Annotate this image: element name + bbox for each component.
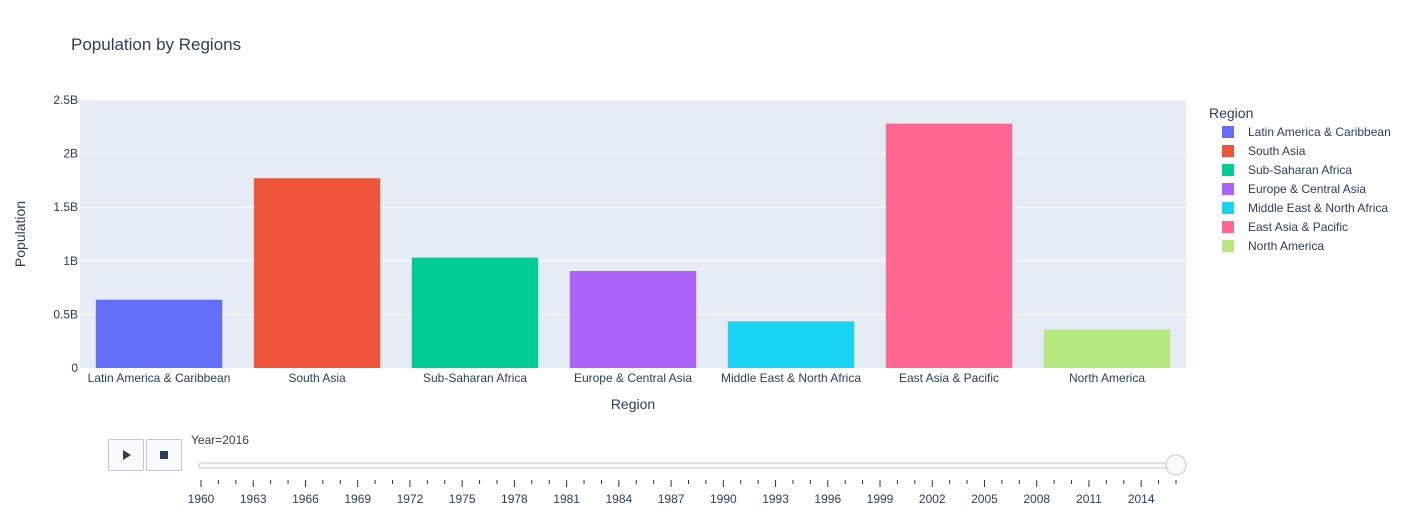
x-tick-label: Middle East & North Africa (721, 371, 861, 385)
slider-rail[interactable] (198, 462, 1179, 469)
slider-current-value: Year=2016 (191, 433, 249, 447)
legend-swatch (1222, 221, 1234, 233)
y-tick-label: 2.5B (53, 93, 78, 107)
x-tick-label: South Asia (288, 371, 346, 385)
slider-tick-label: 2011 (1076, 492, 1102, 506)
y-axis-ticks: 0 0.5B 1B 1.5B 2B 2.5B (53, 93, 78, 375)
chart-title: Population by Regions (71, 35, 241, 54)
slider-tick-label: 2005 (971, 492, 998, 506)
legend-item[interactable]: North America (1222, 239, 1324, 253)
slider-tick-label: 1990 (710, 492, 737, 506)
legend-item[interactable]: Middle East & North Africa (1222, 201, 1388, 215)
bar[interactable] (727, 321, 855, 368)
legend-swatch (1222, 202, 1234, 214)
slider-tick-label: 1987 (658, 492, 685, 506)
legend-item[interactable]: Europe & Central Asia (1222, 182, 1366, 196)
y-tick-label: 1.5B (53, 200, 78, 214)
bar[interactable] (253, 178, 381, 368)
x-tick-label: North America (1069, 371, 1145, 385)
x-tick-label: East Asia & Pacific (899, 371, 999, 385)
bar[interactable] (885, 123, 1013, 368)
slider-tick-label: 1981 (553, 492, 580, 506)
legend-swatch (1222, 126, 1234, 138)
year-slider[interactable]: 1960 1963 1966 1969 1972 1975 1978 1981 1984 1987… (188, 454, 1187, 506)
legend-swatch (1222, 240, 1234, 252)
legend-swatch (1222, 145, 1234, 157)
stop-icon (160, 451, 168, 459)
legend-item[interactable]: East Asia & Pacific (1222, 220, 1348, 234)
slider-tick-label: 1975 (449, 492, 476, 506)
x-tick-label: Latin America & Caribbean (88, 371, 231, 385)
legend-label: South Asia (1248, 144, 1306, 158)
slider-tick-label: 1966 (292, 492, 319, 506)
legend-label: Sub-Saharan Africa (1248, 163, 1352, 177)
legend-item[interactable]: Latin America & Caribbean (1222, 125, 1391, 139)
legend-label: Middle East & North Africa (1248, 201, 1388, 215)
x-axis-label: Region (611, 396, 655, 412)
slider-tick-label: 1984 (606, 492, 633, 506)
legend-title: Region (1209, 105, 1253, 121)
slider-tick-label: 2002 (919, 492, 946, 506)
slider-tick-label: 1999 (867, 492, 894, 506)
slider-tick-label: 2014 (1128, 492, 1155, 506)
legend-item[interactable]: Sub-Saharan Africa (1222, 163, 1352, 177)
legend-swatch (1222, 183, 1234, 195)
x-axis-ticks: Latin America & Caribbean South Asia Sub-S… (88, 371, 1146, 385)
slider-tick-label: 1996 (814, 492, 841, 506)
bar[interactable] (1043, 329, 1171, 368)
slider-tick-label: 1972 (397, 492, 424, 506)
play-button[interactable] (108, 439, 144, 471)
bar[interactable] (569, 270, 697, 368)
y-tick-label: 2B (63, 147, 78, 161)
y-axis-label: Population (12, 201, 28, 267)
bar[interactable] (95, 299, 223, 368)
legend-label: Latin America & Caribbean (1248, 125, 1391, 139)
play-icon (123, 450, 131, 460)
slider-handle[interactable] (1165, 454, 1187, 476)
y-tick-label: 0.5B (53, 307, 78, 321)
legend-item[interactable]: South Asia (1222, 144, 1306, 158)
slider-tick-label: 1993 (762, 492, 789, 506)
stop-button[interactable] (146, 439, 182, 471)
y-tick-label: 1B (63, 254, 78, 268)
legend-label: North America (1248, 239, 1324, 253)
x-tick-label: Europe & Central Asia (574, 371, 692, 385)
slider-tick-label: 2008 (1023, 492, 1050, 506)
x-tick-label: Sub-Saharan Africa (423, 371, 527, 385)
legend[interactable]: Latin America & Caribbean South Asia Sub-S… (1222, 125, 1391, 253)
legend-swatch (1222, 164, 1234, 176)
slider-tick-label: 1978 (501, 492, 528, 506)
slider-tick-label: 1960 (188, 492, 215, 506)
bars[interactable] (95, 123, 1171, 368)
bar[interactable] (411, 257, 539, 368)
legend-label: East Asia & Pacific (1248, 220, 1348, 234)
slider-tick-label: 1963 (240, 492, 267, 506)
y-tick-label: 0 (71, 361, 78, 375)
slider-tick-label: 1969 (344, 492, 371, 506)
legend-label: Europe & Central Asia (1248, 182, 1366, 196)
